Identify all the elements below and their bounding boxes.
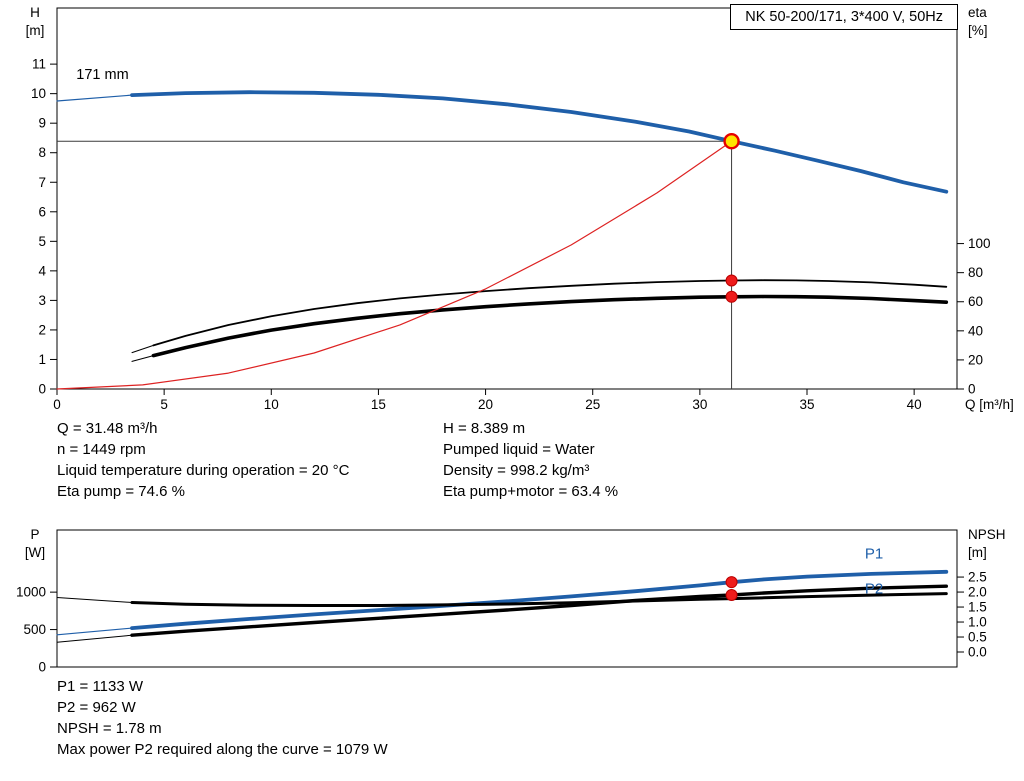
npsh-curve-lead-in <box>56 597 133 603</box>
y-right-tick-label: 2.0 <box>968 585 987 600</box>
y-right-tick-label: 100 <box>968 236 991 251</box>
y-left-tick-label: 1 <box>38 352 46 367</box>
p1-point <box>725 576 738 589</box>
info-density: Density = 998.2 kg/m³ <box>443 462 590 479</box>
x-tick-label: 40 <box>907 397 922 412</box>
info-npsh: NPSH = 1.78 m <box>57 720 162 737</box>
info-max-p2: Max power P2 required along the curve = … <box>57 741 388 758</box>
x-tick-label: 5 <box>160 397 168 412</box>
eta-pump-motor-point <box>725 290 738 303</box>
qh-chart-y-right-axis-label: [%] <box>968 23 988 38</box>
qh-chart-y-left-axis-label: [m] <box>26 23 45 38</box>
power-info-block: P1 = 1133 W P2 = 962 W NPSH = 1.78 m Max… <box>57 676 388 760</box>
duty-info-left-column: Q = 31.48 m³/h n = 1449 rpm Liquid tempe… <box>57 418 349 502</box>
impeller-size-label: 171 mm <box>76 67 128 83</box>
info-eta-pump: Eta pump = 74.6 % <box>57 483 185 500</box>
y-left-tick-label: 10 <box>31 86 46 101</box>
info-head: H = 8.389 m <box>443 420 526 437</box>
info-liquid-temperature: Liquid temperature during operation = 20… <box>57 462 350 479</box>
y-right-tick-label: 1.5 <box>968 600 987 615</box>
power-npsh-chart-y-left-axis-label: P <box>30 527 39 542</box>
duty-info-right-column: H = 8.389 m Pumped liquid = Water Densit… <box>443 418 618 502</box>
info-flow: Q = 31.48 m³/h <box>57 420 158 437</box>
info-p2: P2 = 962 W <box>57 699 136 716</box>
pump-model-title: NK 50-200/171, 3*400 V, 50Hz <box>730 4 958 30</box>
p2-curve <box>130 584 948 637</box>
p1-curve-lead-in <box>56 627 133 636</box>
y-left-tick-label: 500 <box>23 622 46 637</box>
x-tick-label: 30 <box>692 397 707 412</box>
x-tick-label: 25 <box>585 397 600 412</box>
duty-point <box>723 133 740 150</box>
y-right-tick-label: 80 <box>968 265 983 280</box>
eta-pump-point <box>725 274 738 287</box>
qh-chart-frame <box>56 7 958 390</box>
y-right-tick-label: 40 <box>968 323 983 338</box>
y-left-tick-label: 11 <box>32 57 46 72</box>
info-p1: P1 = 1133 W <box>57 678 144 695</box>
y-left-tick-label: 9 <box>38 116 46 131</box>
power-npsh-chart-frame <box>56 529 958 668</box>
eta-pump-curve-lead-in <box>131 344 154 354</box>
y-right-tick-label: 0.0 <box>968 645 987 660</box>
y-left-tick-label: 3 <box>38 293 46 308</box>
y-left-tick-label: 7 <box>38 175 46 190</box>
x-tick-label: 15 <box>371 397 386 412</box>
eta-pump-motor-curve <box>151 294 949 358</box>
y-left-tick-label: 4 <box>38 263 46 278</box>
y-left-tick-label: 2 <box>38 322 46 337</box>
power-npsh-chart-y-right-axis-label: [m] <box>968 545 987 560</box>
npsh-curve <box>130 592 948 607</box>
y-right-tick-label: 0.5 <box>968 630 987 645</box>
eta-pump-curve <box>152 279 948 347</box>
y-left-tick-label: 1000 <box>16 585 46 600</box>
y-right-tick-label: 1.0 <box>968 615 987 630</box>
qh-chart-y-left-axis-label: H <box>30 5 40 20</box>
y-left-tick-label: 6 <box>38 204 46 219</box>
y-left-tick-label: 8 <box>38 145 46 160</box>
power-npsh-chart-y-left-axis-label: [W] <box>25 545 45 560</box>
p1-curve <box>130 569 949 630</box>
power-npsh-chart-y-right-axis-label: NPSH <box>968 527 1006 542</box>
system-curve <box>56 140 733 390</box>
qh-chart-x-axis-label: Q [m³/h] <box>965 397 1014 412</box>
y-left-tick-label: 0 <box>38 660 46 675</box>
info-speed: n = 1449 rpm <box>57 441 146 458</box>
info-pumped-liquid: Pumped liquid = Water <box>443 441 595 458</box>
y-right-tick-label: 60 <box>968 294 983 309</box>
p2-curve-lead-in <box>56 634 133 643</box>
x-tick-label: 20 <box>478 397 493 412</box>
y-right-tick-label: 20 <box>968 352 983 367</box>
x-tick-label: 0 <box>53 397 61 412</box>
p2-point <box>725 588 738 601</box>
info-eta-pump-motor: Eta pump+motor = 63.4 % <box>443 483 619 500</box>
y-right-tick-label: 0 <box>968 382 976 397</box>
x-tick-label: 10 <box>264 397 279 412</box>
eta-pump-motor-curve-lead-in <box>131 355 154 362</box>
qh-chart-y-right-axis-label: eta <box>968 5 987 20</box>
y-left-tick-label: 0 <box>38 382 46 397</box>
y-left-tick-label: 5 <box>38 234 46 249</box>
x-tick-label: 35 <box>799 397 814 412</box>
head-curve-171mm-lead-in <box>56 94 133 102</box>
y-right-tick-label: 2.5 <box>968 570 987 585</box>
head-curve-171mm <box>130 90 949 194</box>
p2-curve-label: P2 <box>865 580 883 597</box>
p1-curve-label: P1 <box>865 545 883 562</box>
